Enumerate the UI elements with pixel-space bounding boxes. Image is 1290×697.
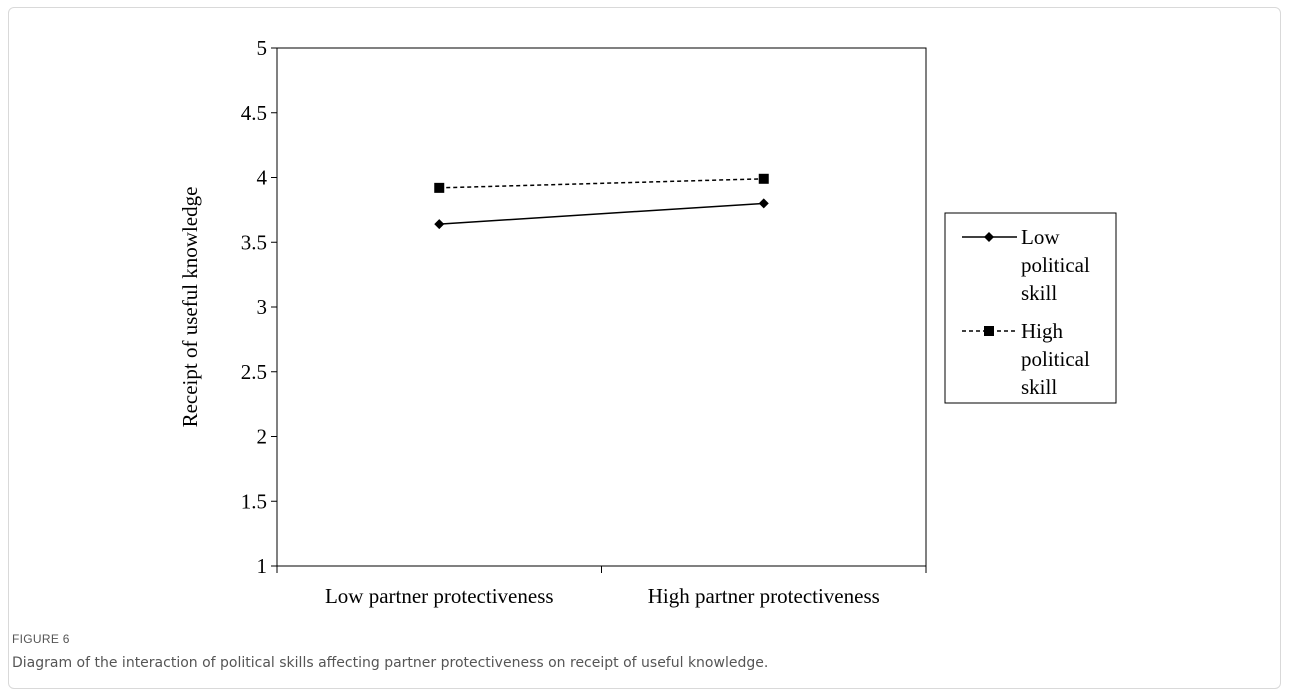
y-tick-label: 3 [257,295,268,319]
data-point [434,182,445,193]
y-tick-label: 1 [257,554,268,578]
legend-label: High [1021,319,1064,343]
data-point [758,173,769,184]
y-axis-label: Receipt of useful knowledge [178,187,202,428]
x-axis: Low partner protectiveness High partner p… [276,566,927,608]
data-point [758,198,769,209]
legend-label: skill [1021,375,1057,399]
y-tick-label: 4.5 [241,101,267,125]
legend-box [944,212,1117,404]
plot-area [276,47,927,567]
legend-entry: Low political skill [962,225,1090,305]
x-tick-label: High partner protectiveness [648,584,880,608]
y-tick-label: 2.5 [241,360,267,384]
legend-label: Low [1021,225,1060,249]
x-tick-label: Low partner protectiveness [325,584,554,608]
legend: Low political skill High political skill [944,212,1117,404]
series-layer [434,173,769,230]
figure-frame [8,7,1281,689]
legend-label: skill [1021,281,1057,305]
legend-entry: High political skill [962,319,1090,399]
series-high-political-skill [434,173,769,193]
y-tick-label: 4 [257,166,268,190]
y-axis: 1 1.5 2 2.5 3 3.5 4 4.5 5 [241,36,277,578]
y-tick-label: 5 [257,36,268,60]
series-line [439,202,764,225]
y-tick-label: 2 [257,425,268,449]
data-point [434,219,445,230]
figure-label: FIGURE 6 [12,632,70,646]
legend-marker [984,326,994,336]
figure-caption: Diagram of the interaction of political … [12,655,769,671]
legend-label: political [1021,347,1090,371]
y-tick-label: 3.5 [241,230,267,254]
legend-marker [984,232,994,242]
legend-label: political [1021,253,1090,277]
y-tick-label: 1.5 [241,489,267,513]
series-line [439,178,764,189]
series-low-political-skill [434,198,769,230]
